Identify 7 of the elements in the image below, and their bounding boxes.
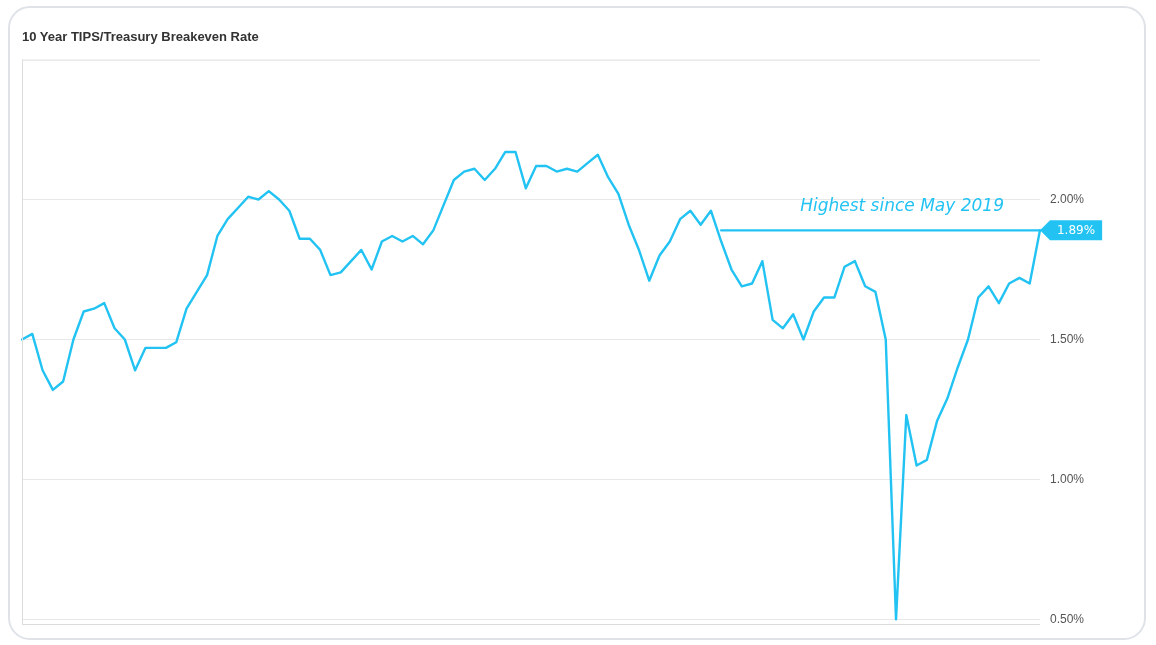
- data-label: 1.89%: [1056, 223, 1096, 238]
- y-tick-label: 1.50%: [1049, 331, 1085, 346]
- y-tick-label: 2.00%: [1049, 191, 1085, 206]
- annotation: Highest since May 2019: [800, 194, 1004, 215]
- y-tick-label: 1.00%: [1049, 471, 1085, 486]
- chart-title: 10 Year TIPS/Treasury Breakeven Rate: [22, 29, 259, 45]
- y-tick-label: 0.50%: [1049, 611, 1085, 626]
